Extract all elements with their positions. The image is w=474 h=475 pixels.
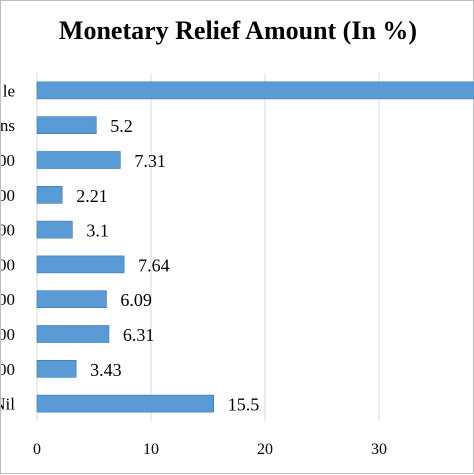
x-axis-ticks: 0 10 20 30 — [33, 441, 387, 458]
x-tick-label: 30 — [371, 441, 387, 458]
bar — [36, 151, 121, 169]
bar — [36, 186, 63, 204]
bar — [36, 220, 73, 239]
data-label: 7.64 — [138, 255, 170, 275]
bar — [36, 394, 214, 413]
category-label: 00 — [1, 290, 15, 309]
data-label: 3.43 — [90, 360, 122, 380]
bar — [36, 255, 125, 274]
category-label: 00 — [1, 255, 15, 274]
bar — [36, 359, 77, 378]
category-label: Nil — [1, 395, 15, 414]
bar — [36, 325, 110, 343]
x-tick-label: 20 — [257, 441, 273, 458]
bar — [36, 116, 97, 134]
category-label: 00 — [1, 221, 15, 240]
bar — [36, 290, 107, 309]
data-label: 6.31 — [123, 325, 154, 345]
data-label: 6.09 — [120, 290, 151, 310]
x-tick-label: 10 — [143, 441, 159, 458]
category-label: le — [3, 81, 15, 100]
category-label: 00 — [1, 186, 15, 205]
data-label: 2.21 — [76, 186, 108, 206]
data-label: 5.2 — [110, 116, 133, 136]
data-labels: 15.5 3.436.31 6.09 7.64 3.1 2.21 7.315.2 — [76, 116, 259, 414]
category-label: 00 — [1, 360, 15, 379]
data-label: 7.31 — [134, 151, 166, 171]
bars — [36, 81, 474, 413]
category-label: ns — [1, 116, 15, 135]
x-tick-label: 0 — [33, 441, 41, 458]
data-label: 3.1 — [86, 221, 109, 241]
data-label: 15.5 — [228, 395, 260, 415]
category-label: 00 — [1, 325, 15, 344]
chart-title: Monetary Relief Amount (In %) — [59, 16, 417, 45]
bar — [36, 81, 474, 100]
category-label: 00 — [1, 151, 15, 170]
category-labels: Nil 00 00 00 00 00 00 00 ns le — [1, 81, 15, 413]
